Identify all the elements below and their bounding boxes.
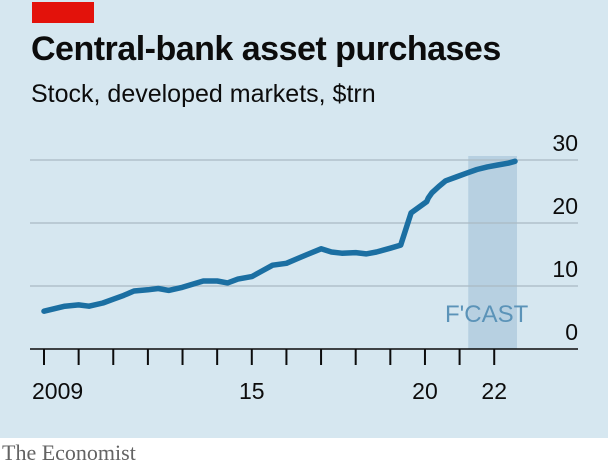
- y-tick-label-0: 0: [565, 319, 578, 345]
- y-axis-labels: 0 10 20 30: [552, 130, 578, 345]
- forecast-label: F'CAST: [445, 301, 529, 328]
- y-tick-label-10: 10: [552, 256, 578, 282]
- chart-subtitle: Stock, developed markets, $trn: [31, 80, 376, 108]
- gridlines: [30, 159, 578, 287]
- y-tick-label-20: 20: [552, 193, 578, 219]
- x-axis-labels: 2009 15 20 22: [32, 378, 507, 404]
- chart-title: Central-bank asset purchases: [31, 30, 501, 68]
- x-axis: [30, 348, 578, 365]
- forecast-band: [468, 156, 517, 349]
- line-chart: 0 10 20 30 F'CAST 2009 15 20 22: [30, 130, 578, 404]
- x-tick-label-2015: 15: [239, 378, 265, 404]
- x-tick-label-2009: 2009: [32, 378, 83, 404]
- source-credit: The Economist: [2, 440, 136, 465]
- series-line: [41, 158, 518, 314]
- brand-tab: [32, 2, 94, 23]
- y-tick-label-30: 30: [552, 130, 578, 156]
- x-tick-label-2020: 20: [412, 378, 438, 404]
- x-tick-label-2022: 22: [481, 378, 507, 404]
